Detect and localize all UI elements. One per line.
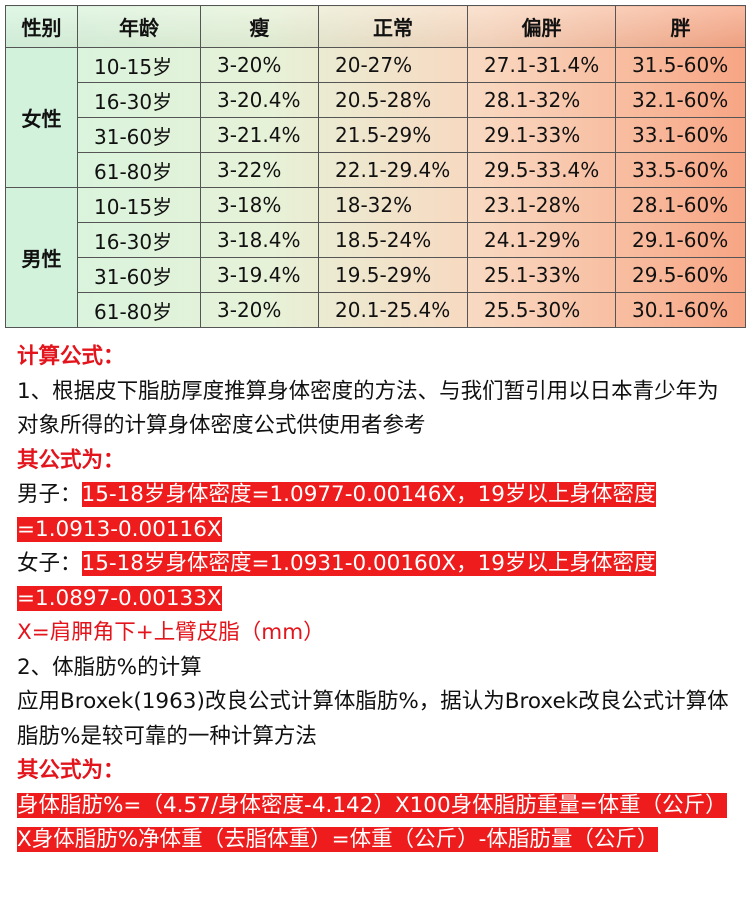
header-cell: 胖 [615,5,746,48]
table-cell: 31-60岁 [77,257,201,293]
table-cell: 33.5-60% [615,152,746,188]
heading: 其公式为： [17,447,125,473]
header-cell: 性别 [5,5,78,48]
table-row: 16-30岁 3-20.4% 20.5-28% 28.1-32% 32.1-60% [6,82,746,118]
table-row: 31-60岁 3-19.4% 19.5-29% 25.1-33% 29.5-60% [6,257,746,293]
table-cell: 28.1-32% [467,82,616,118]
table-cell: 22.1-29.4% [318,152,468,188]
table-cell: 3-18% [200,187,319,223]
paragraph: 1、根据皮下脂肪厚度推算身体密度的方法、与我们暂引用以日本青少年为对象所得的计算… [17,378,719,439]
table-cell: 28.1-60% [615,187,746,223]
label: 女子： [17,551,82,576]
table-cell: 23.1-28% [467,187,616,223]
fat-table: 性别 年龄瘦正常 偏胖胖 女性 10-15岁 3-20% 20-27% 27.1-31.4%… [5,5,746,328]
table-row: 31-60岁 3-21.4% 21.5-29% 29.1-33% 33.1-60% [6,117,746,153]
table-cell: 19.5-29% [318,257,468,293]
table-cell: 29.1-33% [467,117,616,153]
note: X=肩胛角下+上臂皮脂（mm） [17,620,325,645]
table-cell: 29.5-60% [615,257,746,293]
paragraph: 2、体脂肪%的计算 [17,654,202,680]
table-cell: 31-60岁 [77,117,201,153]
table-cell: 21.5-29% [318,117,468,153]
table-cell: 29.1-60% [615,222,746,258]
table-row: 男性 10-15岁 3-18% 18-32% 23.1-28% 28.1-60% [5,187,746,328]
table-row: 61-80岁 3-22% 22.1-29.4% 29.5-33.4% 33.5-60% [6,152,746,188]
table-cell: 20-27% [318,47,468,83]
table-cell: 3-19.4% [200,257,319,293]
highlight-formula: 身体脂肪%=（4.57/身体密度-4.142）X100身体脂肪重量=体重（公斤）… [17,792,727,852]
table-row: 61-80岁 3-20% 20.1-25.4% 25.5-30% 30.1-60% [6,292,746,328]
table-cell: 27.1-31.4% [467,47,616,83]
heading: 其公式为： [17,758,125,783]
table-cell: 3-20% [200,47,319,83]
table-cell: 3-20.4% [200,82,319,118]
header-cell: 偏胖 [467,5,616,48]
table-cell: 25.1-33% [467,257,616,293]
table-cell: 3-20% [200,292,319,328]
heading: 计算公式： [17,344,125,369]
table-cell: 18-32% [318,187,468,223]
table-cell: 31.5-60% [615,47,746,83]
header-cell: 瘦 [200,5,319,48]
table-cell: 24.1-29% [467,222,616,258]
table-cell: 16-30岁 [77,82,201,118]
table-cell: 25.5-30% [467,292,616,328]
table-cell: 61-80岁 [77,292,201,328]
table-cell: 3-22% [200,152,319,188]
table-cell: 3-21.4% [200,117,319,153]
highlight-formula: 15-18岁身体密度=1.0977-0.00146X，19岁以上身体密度=1.0… [17,482,656,542]
header-row: 性别 年龄瘦正常 偏胖胖 [5,5,746,48]
header-cell: 正常 [318,5,468,48]
table-cell: 30.1-60% [615,292,746,328]
table-cell: 20.5-28% [318,82,468,118]
table-body: 女性 10-15岁 3-20% 20-27% 27.1-31.4% 31.5-60% 16-… [5,47,746,328]
paragraph: 应用Broxek(1963)改良公式计算体脂肪%，据认为Broxek改良公式计算… [17,689,729,749]
paragraph: 身体脂肪%=（4.57/身体密度-4.142）X100身体脂肪重量=体重（公斤）… [17,789,739,858]
table-cell: 33.1-60% [615,117,746,153]
table-cell: 29.5-33.4% [467,152,616,188]
table-cell: 10-15岁 [77,47,201,83]
table-cell: 32.1-60% [615,82,746,118]
group-cell: 男性 [5,187,78,328]
table-cell: 16-30岁 [77,222,201,258]
table-cell: 61-80岁 [77,152,201,188]
table-cell: 18.5-24% [318,222,468,258]
highlight-formula: 15-18岁身体密度=1.0931-0.00160X，19岁以上身体密度=1.0… [17,551,656,611]
table-cell: 10-15岁 [77,187,201,223]
label: 男子： [17,482,82,507]
header-cell: 年龄 [77,5,201,48]
table-row: 女性 10-15岁 3-20% 20-27% 27.1-31.4% 31.5-60% [5,47,746,188]
formula-text: 计算公式： 1、根据皮下脂肪厚度推算身体密度的方法、与我们暂引用以日本青少年为对… [17,340,739,858]
paragraph: 男子：15-18岁身体密度=1.0977-0.00146X，19岁以上身体密度=… [17,478,739,547]
paragraph: 女子：15-18岁身体密度=1.0931-0.00160X，19岁以上身体密度=… [17,547,739,616]
table-row: 16-30岁 3-18.4% 18.5-24% 24.1-29% 29.1-60% [6,222,746,258]
table-cell: 20.1-25.4% [318,292,468,328]
table-cell: 3-18.4% [200,222,319,258]
group-cell: 女性 [5,47,78,188]
